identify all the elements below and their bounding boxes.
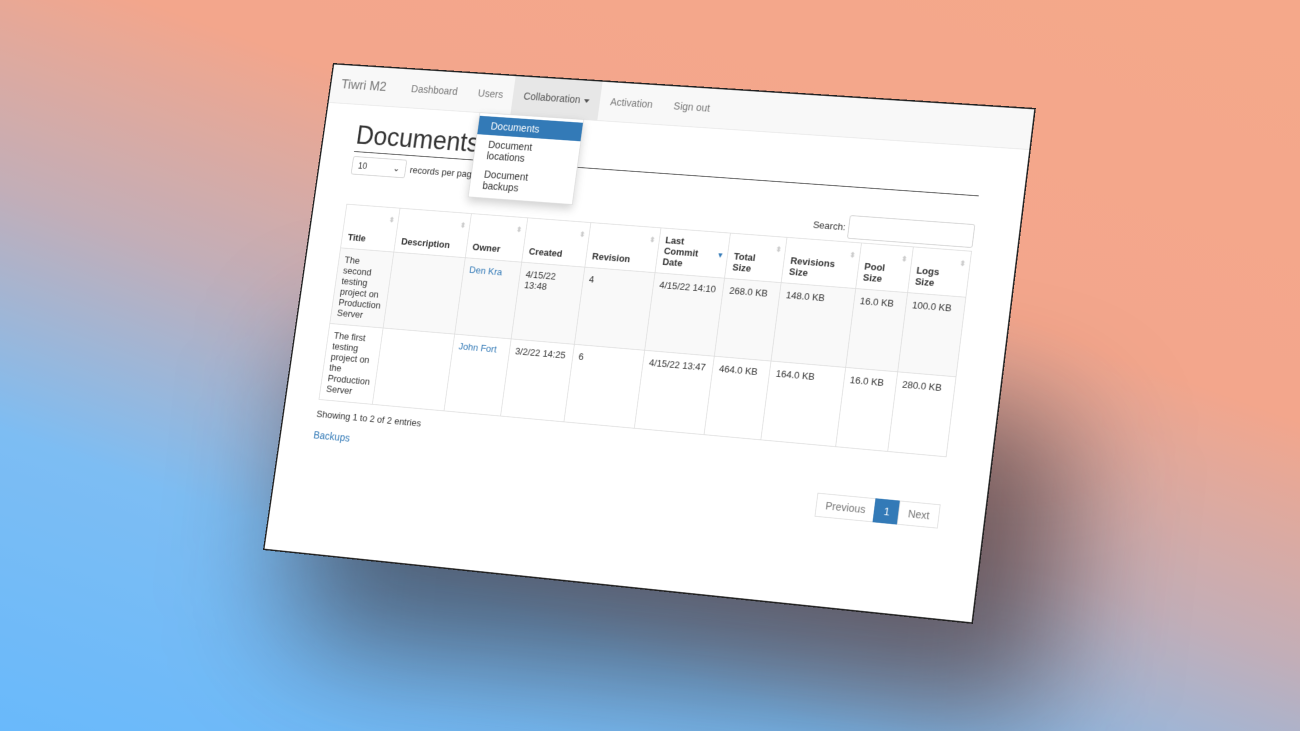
table-cell: 4 <box>574 267 655 351</box>
sort-icon: ⬍ <box>578 230 586 240</box>
column-header[interactable]: Revisions Size ⬍ <box>781 237 862 289</box>
sort-icon: ⬍ <box>959 259 967 269</box>
column-header[interactable]: Revision ⬍ <box>584 222 661 273</box>
column-header[interactable]: Last Commit Date ▼ <box>654 227 731 279</box>
nav-activation[interactable]: Activation <box>609 95 654 111</box>
column-header[interactable]: Total Size ⬍ <box>724 233 788 283</box>
table-cell: 4/15/22 13:48 <box>510 262 585 345</box>
browser-window: Tiwri M2 Dashboard Users Collaboration A… <box>262 63 1036 624</box>
table-cell: 280.0 KB <box>887 371 957 457</box>
column-header[interactable]: Description ⬍ <box>393 208 472 258</box>
column-header-label: Description <box>400 235 451 251</box>
nav-dashboard[interactable]: Dashboard <box>410 82 459 98</box>
table-cell: 164.0 KB <box>761 361 846 447</box>
column-header-label: Pool Size <box>862 260 886 285</box>
nav-users[interactable]: Users <box>477 87 504 101</box>
collaboration-dropdown: Documents Document locations Document ba… <box>467 112 585 205</box>
search-label: Search: <box>812 218 847 233</box>
table-cell: 148.0 KB <box>771 282 856 368</box>
records-value: 10 <box>357 160 368 172</box>
table-cell: 268.0 KB <box>714 278 782 362</box>
column-header-label: Logs Size <box>914 264 941 289</box>
column-header[interactable]: Owner ⬍ <box>465 213 528 263</box>
owner-link[interactable]: Den Kra <box>468 264 503 278</box>
sort-icon: ⬍ <box>459 221 467 230</box>
column-header-label: Total Size <box>731 250 757 274</box>
table-cell <box>383 252 466 335</box>
column-header[interactable]: Created ⬍ <box>521 217 591 268</box>
owner-link[interactable]: John Fort <box>458 340 498 355</box>
table-cell: Den Kra <box>454 257 522 339</box>
table-cell: 4/15/22 14:10 <box>644 272 725 357</box>
column-header-label: Owner <box>471 241 502 255</box>
column-header[interactable]: Title ⬍ <box>340 204 401 253</box>
column-header[interactable]: Pool Size ⬍ <box>855 242 914 293</box>
table-cell: John Fort <box>443 334 511 417</box>
previous-button[interactable]: Previous <box>814 492 877 523</box>
menu-document-backups[interactable]: Document backups <box>481 168 529 194</box>
column-header-label: Created <box>528 245 564 260</box>
sort-desc-icon: ▼ <box>716 251 725 261</box>
records-label: records per page <box>409 164 478 180</box>
table-cell <box>372 328 455 411</box>
sort-icon: ⬍ <box>388 216 396 225</box>
table-cell: 100.0 KB <box>897 292 966 377</box>
chevron-down-icon: ⌄ <box>392 163 401 174</box>
brand[interactable]: Tiwri M2 <box>340 76 388 94</box>
caret-down-icon <box>583 98 590 103</box>
nav-collaboration-label: Collaboration <box>522 90 582 106</box>
backups-link[interactable]: Backups <box>312 428 351 444</box>
records-select[interactable]: 10 ⌄ <box>350 156 408 179</box>
table-cell: 6 <box>563 344 645 429</box>
nav-collaboration[interactable]: Collaboration <box>510 76 603 121</box>
table-cell: 464.0 KB <box>704 356 772 440</box>
nav-sign-out[interactable]: Sign out <box>672 100 711 114</box>
sort-icon: ⬍ <box>848 251 856 260</box>
column-header-label: Title <box>347 231 367 244</box>
column-header-label: Revision <box>591 250 631 265</box>
next-button[interactable]: Next <box>897 500 941 529</box>
sort-icon: ⬍ <box>515 225 523 235</box>
column-header-label: Last Commit Date <box>661 234 699 269</box>
table-cell: 3/2/22 14:25 <box>500 338 575 422</box>
sort-icon: ⬍ <box>775 245 783 255</box>
main-content: Documents 10 ⌄ records per page Search: T… <box>277 118 1028 533</box>
column-header-label: Revisions Size <box>788 254 836 279</box>
sort-icon: ⬍ <box>900 255 908 264</box>
column-header[interactable]: Logs Size ⬍ <box>907 246 972 298</box>
sort-icon: ⬍ <box>648 236 656 245</box>
table-cell: 4/15/22 13:47 <box>634 350 715 435</box>
